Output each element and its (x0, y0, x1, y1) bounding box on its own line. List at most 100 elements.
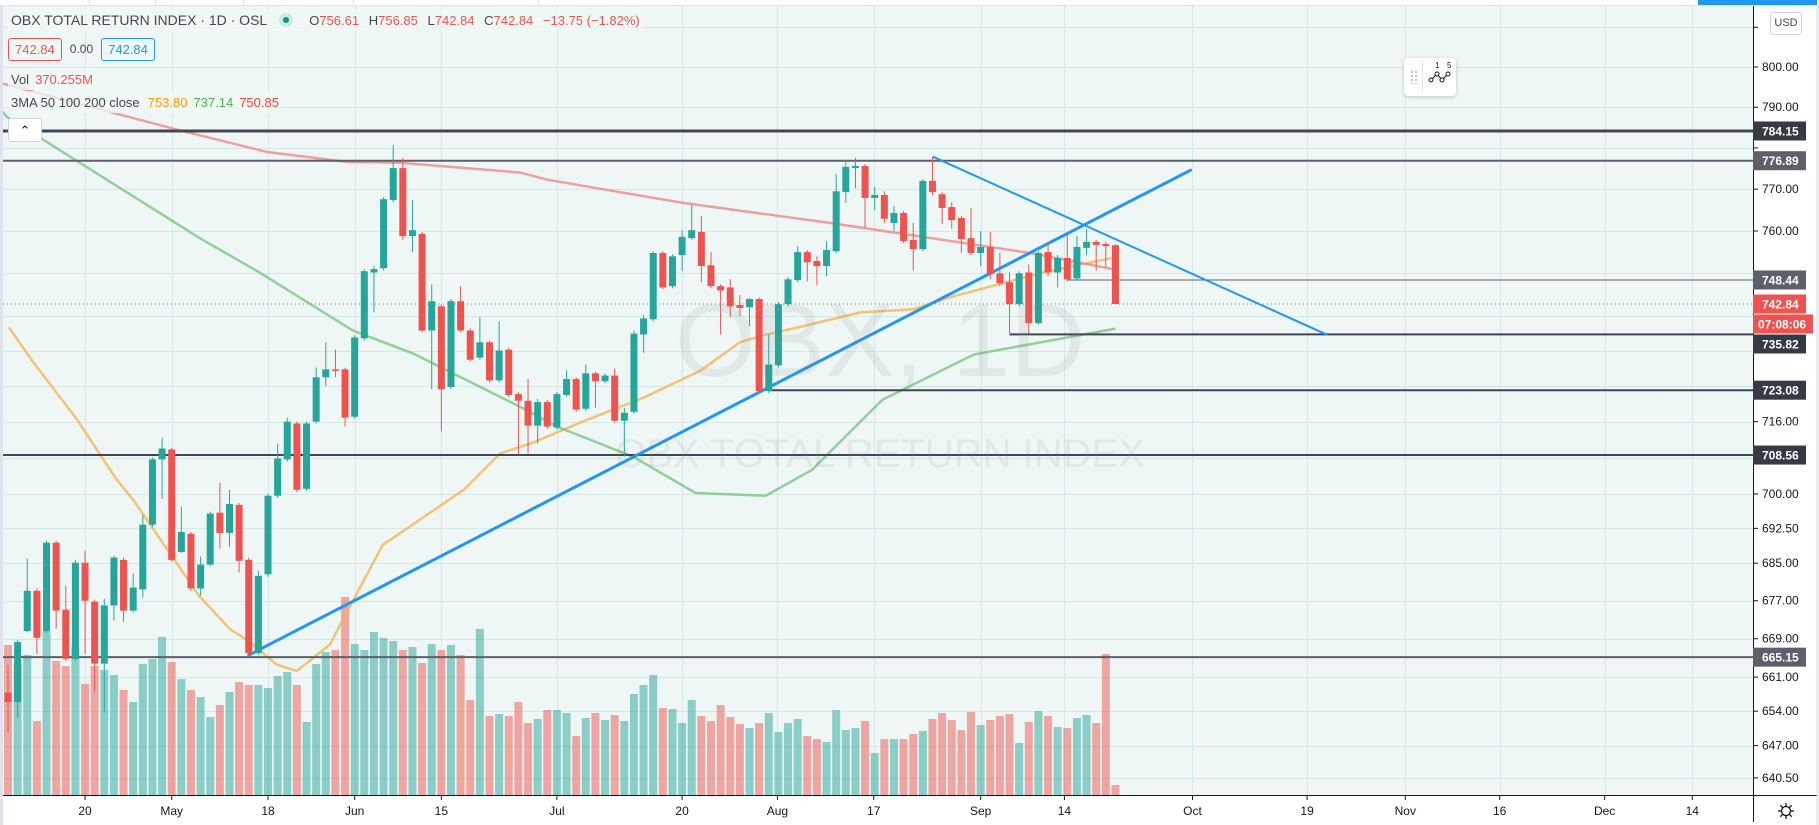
candle[interactable] (697, 215, 705, 283)
candle[interactable] (717, 284, 725, 335)
candle[interactable] (1063, 233, 1071, 282)
candle[interactable] (823, 241, 831, 277)
candle[interactable] (553, 391, 561, 430)
candle[interactable] (71, 559, 79, 661)
candle[interactable] (33, 588, 41, 655)
candle[interactable] (620, 407, 628, 457)
candle[interactable] (659, 251, 667, 290)
candle[interactable] (726, 279, 734, 318)
candle[interactable] (225, 489, 233, 547)
toolbar-segment[interactable] (353, 0, 539, 5)
candle[interactable] (746, 298, 754, 327)
candle[interactable] (765, 334, 773, 394)
candle[interactable] (120, 557, 128, 623)
candle[interactable] (129, 573, 137, 613)
candle[interactable] (678, 230, 686, 272)
candle[interactable] (900, 210, 908, 244)
candle[interactable] (871, 187, 879, 211)
candle[interactable] (303, 421, 311, 491)
candle[interactable] (139, 514, 147, 598)
candle[interactable] (360, 269, 368, 341)
candle[interactable] (977, 230, 985, 267)
candle[interactable] (880, 191, 888, 224)
falling-resistance-trendline[interactable] (932, 155, 1328, 336)
candle[interactable] (370, 266, 378, 313)
candle[interactable] (514, 391, 522, 455)
toolbar-segment[interactable] (89, 0, 156, 5)
candle[interactable] (1073, 236, 1081, 281)
candle[interactable] (447, 299, 455, 390)
candle[interactable] (986, 231, 994, 280)
candle[interactable] (206, 511, 214, 567)
candle[interactable] (4, 665, 12, 732)
candle[interactable] (957, 215, 965, 253)
candle[interactable] (91, 599, 99, 692)
candle[interactable] (649, 251, 657, 322)
rising-support-trendline[interactable] (247, 168, 1193, 657)
candle[interactable] (803, 249, 811, 282)
buy-button[interactable]: 742.84 (101, 37, 155, 61)
candle[interactable] (832, 173, 840, 253)
toolbar-segment[interactable] (243, 0, 354, 5)
candle[interactable] (23, 558, 31, 633)
drag-handle-icon[interactable] (1410, 70, 1418, 84)
candle[interactable] (919, 179, 927, 252)
candle[interactable] (168, 447, 176, 562)
candle[interactable] (428, 284, 436, 390)
candle[interactable] (148, 457, 156, 527)
candle[interactable] (100, 598, 108, 713)
candle[interactable] (187, 532, 195, 591)
candle[interactable] (794, 246, 802, 283)
candle[interactable] (312, 367, 320, 424)
pattern-tool-icon[interactable] (1428, 71, 1452, 83)
candle[interactable] (1034, 251, 1042, 325)
candle[interactable] (688, 205, 696, 240)
candle[interactable] (486, 340, 493, 383)
candle[interactable] (909, 223, 917, 271)
candle[interactable] (543, 399, 551, 429)
candle[interactable] (1054, 255, 1062, 288)
candle[interactable] (389, 145, 397, 203)
candle[interactable] (351, 335, 359, 419)
candle[interactable] (755, 297, 763, 394)
candle[interactable] (1025, 264, 1033, 334)
candle[interactable] (948, 202, 956, 229)
candle[interactable] (842, 159, 850, 203)
candle[interactable] (14, 639, 22, 718)
sell-button[interactable]: 742.84 (8, 37, 62, 61)
candle[interactable] (264, 493, 272, 577)
candle[interactable] (110, 555, 118, 621)
candle[interactable] (274, 443, 282, 499)
candle[interactable] (62, 585, 70, 661)
currency-button[interactable]: USD (1770, 12, 1802, 35)
candle[interactable] (967, 207, 975, 256)
candle[interactable] (43, 540, 51, 633)
candle[interactable] (524, 379, 532, 454)
candle[interactable] (235, 503, 243, 573)
toolbar-blue-button[interactable] (1698, 0, 1817, 5)
candle[interactable] (611, 368, 619, 423)
candle[interactable] (890, 205, 898, 231)
drawing-tool-widget[interactable]: 1 5 (1404, 58, 1456, 96)
collapse-legend-button[interactable]: ⌃ (8, 118, 42, 142)
candle[interactable] (928, 156, 936, 196)
ma-legend[interactable]: 3MA 50 100 200 close 753.80 737.14 750.8… (8, 91, 282, 113)
candle[interactable] (563, 370, 571, 397)
candle[interactable] (1015, 271, 1023, 307)
volume-legend[interactable]: Vol 370.255M (8, 68, 96, 90)
candle[interactable] (784, 277, 792, 307)
candle[interactable] (582, 364, 590, 411)
candle[interactable] (1092, 239, 1100, 271)
candle[interactable] (408, 200, 416, 253)
candle[interactable] (283, 417, 291, 462)
candle[interactable] (1044, 241, 1052, 277)
candle[interactable] (813, 256, 821, 286)
candle[interactable] (591, 371, 599, 408)
candle[interactable] (245, 557, 253, 656)
candle[interactable] (601, 373, 609, 384)
candle[interactable] (81, 550, 89, 655)
candle[interactable] (476, 317, 484, 360)
candle[interactable] (380, 197, 388, 271)
candle[interactable] (938, 192, 946, 224)
